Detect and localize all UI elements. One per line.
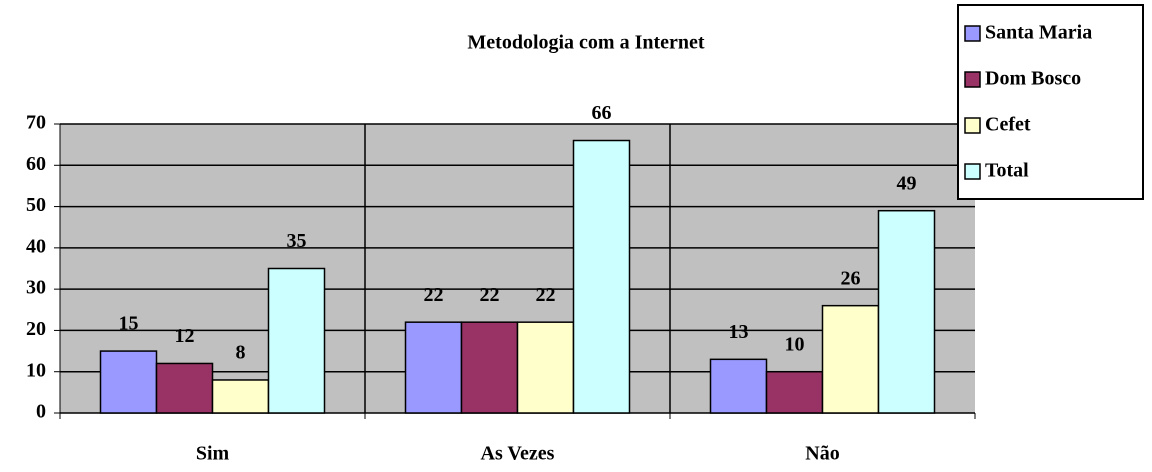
y-tick-label: 50 (26, 194, 46, 216)
bar (404, 321, 463, 414)
data-label: 26 (841, 267, 861, 289)
x-tick-label: Não (805, 443, 839, 465)
legend-box (957, 4, 1144, 200)
data-label: 49 (897, 172, 917, 194)
y-tick-label: 10 (26, 359, 46, 381)
bar (516, 321, 575, 414)
data-label: 22 (536, 284, 556, 306)
chart-title: Metodologia com a Internet (467, 32, 705, 54)
bar (267, 267, 326, 414)
data-label: 22 (480, 284, 500, 306)
legend-label: Santa Maria (985, 22, 1092, 44)
legend-label: Dom Bosco (985, 68, 1081, 90)
legend-swatch (964, 71, 981, 88)
y-tick-label: 0 (36, 401, 46, 423)
data-label: 35 (287, 230, 307, 252)
data-label: 12 (175, 325, 195, 347)
y-tick-label: 60 (26, 153, 46, 175)
y-tick-label: 30 (26, 277, 46, 299)
legend-swatch (964, 117, 981, 134)
bar (572, 139, 631, 414)
x-tick-label: As Vezes (481, 443, 555, 465)
bar (99, 350, 158, 414)
y-tick-label: 70 (26, 112, 46, 134)
bar (155, 362, 214, 414)
bar (821, 304, 880, 414)
data-label: 66 (592, 102, 612, 124)
data-label: 15 (119, 313, 139, 335)
legend-label: Total (985, 160, 1029, 182)
legend-swatch (964, 25, 981, 42)
x-tick-label: Sim (196, 443, 230, 465)
data-label: 13 (729, 321, 749, 343)
y-tick-label: 40 (26, 235, 46, 257)
y-tick-label: 20 (26, 318, 46, 340)
bar (211, 379, 270, 414)
bar (460, 321, 519, 414)
bar (709, 358, 768, 414)
bar (765, 370, 824, 414)
bar (877, 209, 936, 414)
data-label: 22 (424, 284, 444, 306)
legend-swatch (964, 163, 981, 180)
legend-label: Cefet (985, 114, 1031, 136)
data-label: 10 (785, 333, 805, 355)
data-label: 8 (236, 342, 246, 364)
